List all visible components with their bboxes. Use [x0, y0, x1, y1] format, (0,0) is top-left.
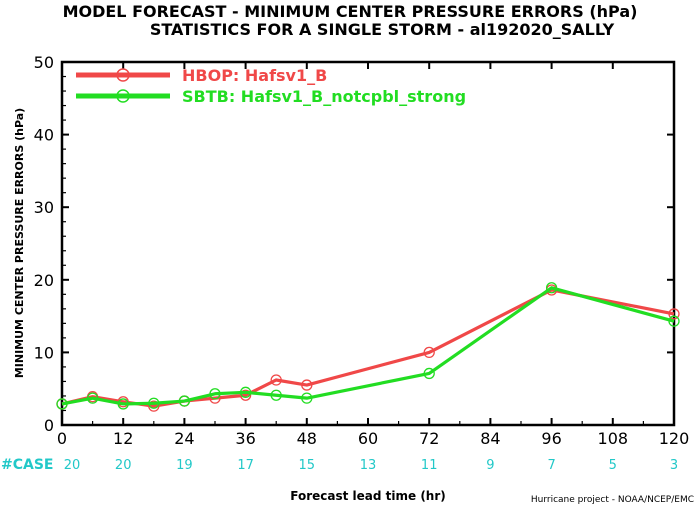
x-tick-label: 24 [174, 429, 194, 448]
x-tick-label: 48 [297, 429, 317, 448]
plot-area [60, 60, 676, 427]
plot-frame [60, 60, 676, 427]
data-point [56, 398, 68, 410]
x-tick-label: 84 [480, 429, 500, 448]
case-count-value: 13 [360, 458, 377, 473]
x-tick-label: 96 [541, 429, 561, 448]
x-axis: 0 12 24 36 48 60 72 84 96 108 120 [57, 62, 689, 448]
data-point [668, 308, 680, 320]
data-point [209, 388, 221, 400]
legend-label: HBOP: Hafsv1_B [182, 66, 327, 85]
case-count-value: 5 [609, 458, 617, 473]
data-point [178, 395, 191, 407]
series-layer [56, 282, 680, 412]
case-count-value: 11 [421, 458, 438, 473]
case-count-row: #CASE 20 20 19 17 15 13 11 9 7 5 3 [1, 457, 678, 473]
x-axis-label: Forecast lead time (hr) [290, 489, 446, 503]
case-count-value: 7 [547, 458, 555, 473]
y-axis-label: MINIMUM CENTER PRESSURE ERRORS (hPa) [13, 108, 26, 378]
x-tick-label: 36 [235, 429, 255, 448]
chart-subtitle: STATISTICS FOR A SINGLE STORM - al192020… [150, 20, 615, 39]
data-point [301, 392, 313, 404]
x-tick-label: 120 [659, 429, 690, 448]
data-point [423, 367, 435, 380]
data-point [545, 282, 558, 294]
data-point [239, 389, 252, 401]
data-point [148, 400, 160, 412]
series-sbtb [56, 282, 680, 410]
y-tick-label: 10 [34, 343, 54, 362]
case-count-value: 15 [299, 458, 316, 473]
legend-marker [116, 89, 130, 103]
data-point [270, 389, 282, 401]
x-tick-label: 60 [358, 429, 378, 448]
y-tick-label: 20 [34, 271, 54, 290]
case-count-value: 9 [486, 458, 494, 473]
y-tick-label: 40 [34, 126, 54, 145]
legend-label: SBTB: Hafsv1_B_notcpbl_strong [182, 87, 466, 106]
case-count-value: 20 [64, 458, 81, 473]
x-tick-label: 12 [113, 429, 133, 448]
footer-credit: Hurricane project - NOAA/NCEP/EMC [531, 495, 694, 505]
series-line [61, 286, 675, 406]
x-tick-label: 108 [598, 429, 629, 448]
case-count-value: 3 [670, 458, 678, 473]
x-tick-label: 72 [419, 429, 439, 448]
case-count-value: 19 [176, 458, 193, 473]
y-tick-label: 0 [44, 416, 54, 435]
data-point [301, 379, 313, 391]
case-label: #CASE [1, 457, 54, 473]
y-axis: 0 10 20 30 40 50 [34, 53, 674, 435]
case-count-value: 20 [115, 458, 132, 473]
x-tick-label: 0 [57, 429, 67, 448]
data-point [86, 392, 99, 404]
legend-marker [116, 68, 130, 82]
series-hbop [56, 284, 680, 412]
chart-title: MODEL FORECAST - MINIMUM CENTER PRESSURE… [63, 2, 638, 21]
data-point [270, 374, 282, 386]
y-tick-label: 50 [34, 53, 54, 72]
y-tick-label: 30 [34, 198, 54, 217]
data-point [423, 346, 435, 359]
data-point [668, 315, 680, 327]
data-point [148, 397, 160, 409]
data-point [239, 386, 252, 398]
data-point [117, 398, 129, 410]
case-count-value: 17 [237, 458, 254, 473]
legend: HBOP: Hafsv1_B SBTB: Hafsv1_B_notcpbl_str… [76, 66, 466, 106]
series-line [61, 288, 675, 408]
